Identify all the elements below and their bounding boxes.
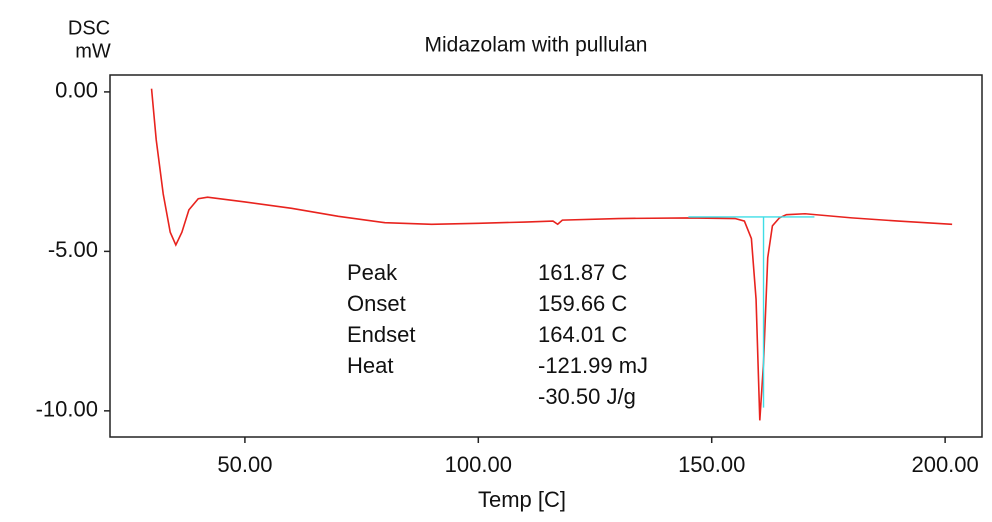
annotation-label: Peak	[347, 260, 398, 285]
y-tick-label: 0.00	[55, 78, 98, 103]
x-tick-label: 200.00	[911, 452, 978, 477]
y-axis-unit: mW	[75, 40, 111, 62]
x-tick-label: 50.00	[217, 452, 272, 477]
chart-title: Midazolam with pullulan	[425, 34, 648, 57]
series-line	[150, 88, 953, 421]
annotation-label: Heat	[347, 353, 393, 378]
annotation-label: Endset	[347, 322, 416, 347]
annotation-value: 161.87 C	[538, 260, 627, 285]
y-tick-label: -5.00	[48, 237, 98, 262]
annotation-value: 159.66 C	[538, 291, 627, 316]
x-tick-label: 100.00	[445, 452, 512, 477]
annotation-value: -30.50 J/g	[538, 384, 636, 409]
plot-frame	[109, 74, 983, 438]
annotation-value: 164.01 C	[538, 322, 627, 347]
annotation-label: Onset	[347, 291, 406, 316]
x-tick-label: 150.00	[678, 452, 745, 477]
y-axis-label: DSC	[68, 17, 110, 39]
annotation-value: -121.99 mJ	[538, 353, 648, 378]
y-tick-label: -10.00	[36, 397, 98, 422]
x-axis-label: Temp [C]	[478, 487, 566, 512]
